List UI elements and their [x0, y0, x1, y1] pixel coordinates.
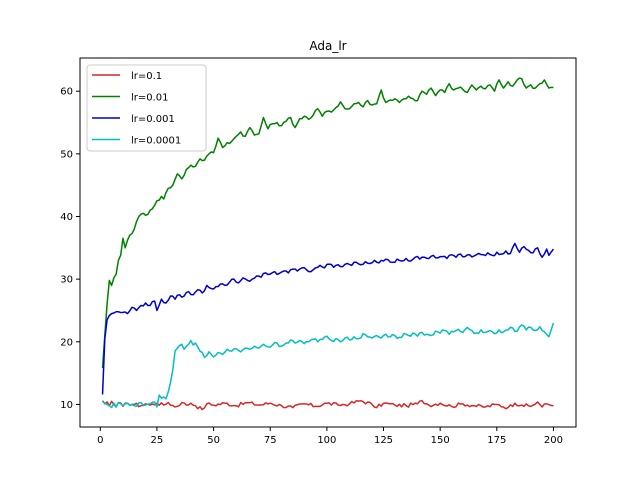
series-line-1 [101, 399, 554, 411]
y-tick-label: 30 [60, 275, 73, 286]
x-tick-label: 150 [431, 435, 450, 446]
series-line-2 [101, 77, 554, 369]
x-tick-label: 125 [374, 435, 393, 446]
x-tick-label: 25 [151, 435, 164, 446]
x-tick-label: 75 [264, 435, 277, 446]
x-tick-label: 0 [97, 435, 103, 446]
legend-label: lr=0.0001 [131, 136, 181, 147]
x-tick-label: 175 [487, 435, 506, 446]
y-tick-label: 20 [60, 337, 73, 348]
series-line-4 [102, 322, 555, 409]
y-tick-label: 50 [60, 149, 73, 160]
plot-frame [79, 57, 577, 428]
legend-label: lr=0.1 [131, 71, 162, 82]
legend: lr=0.1 lr=0.01 lr=0.001 lr=0.0001 [86, 64, 207, 152]
y-tick-label: 60 [60, 87, 73, 98]
chart-title: Ada_lr [309, 39, 346, 53]
series-line-3 [101, 242, 555, 395]
x-tick-label: 200 [544, 435, 563, 446]
x-tick-label: 50 [207, 435, 220, 446]
series-layer [101, 77, 555, 411]
legend-label: lr=0.01 [131, 93, 169, 104]
legend-box [86, 64, 207, 152]
x-tick-label: 100 [317, 435, 336, 446]
legend-label: lr=0.001 [131, 114, 175, 125]
ticks-layer: 0 25 50 75 100 125 150 175 200 10 20 30 40 50 60 [60, 87, 563, 446]
y-tick-label: 40 [60, 212, 73, 223]
y-tick-label: 10 [60, 400, 73, 411]
